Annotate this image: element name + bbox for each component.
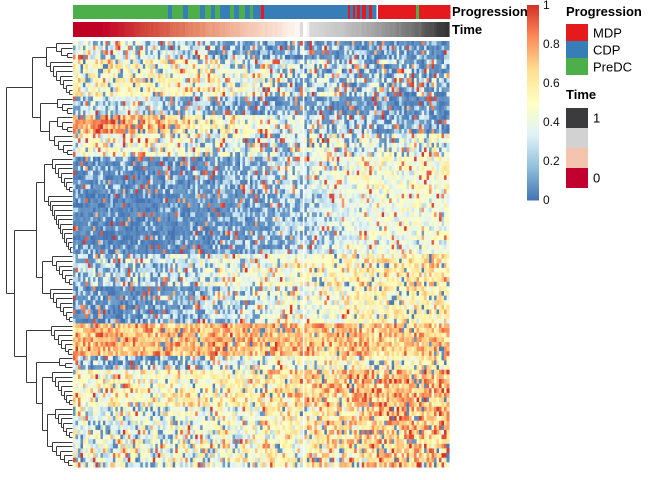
colorbar-tick-label: 0	[543, 193, 550, 207]
colorbar-tick-label: 0.6	[543, 76, 560, 90]
progression-legend-title: Progression	[566, 4, 642, 19]
progression-bar-label: Progression	[452, 4, 528, 19]
colorbar-tick-label: 0.2	[543, 154, 560, 168]
legend-swatch-predc	[566, 58, 588, 75]
time-legend-label-1: 1	[593, 110, 601, 126]
legend-swatch-mdp	[566, 24, 588, 41]
legend-swatch-cdp	[566, 41, 588, 58]
time-legend-swatch-2	[566, 148, 588, 168]
legend-label-cdp: CDP	[593, 42, 621, 57]
legend-label-predc: PreDC	[593, 59, 633, 74]
colorbar-tick-label: 1	[543, 0, 550, 12]
time-legend-title: Time	[566, 87, 597, 102]
legend-label-mdp: MDP	[593, 25, 622, 40]
time-bar-label: Time	[452, 22, 483, 37]
time-legend-swatch-1	[566, 128, 588, 148]
time-legend-swatch-3	[566, 168, 588, 188]
time-legend-label-0: 0	[593, 170, 601, 186]
time-legend-swatch-0	[566, 108, 588, 128]
colorbar-tick-label: 0.8	[543, 37, 560, 51]
colorbar-tick-label: 0.4	[543, 115, 560, 129]
